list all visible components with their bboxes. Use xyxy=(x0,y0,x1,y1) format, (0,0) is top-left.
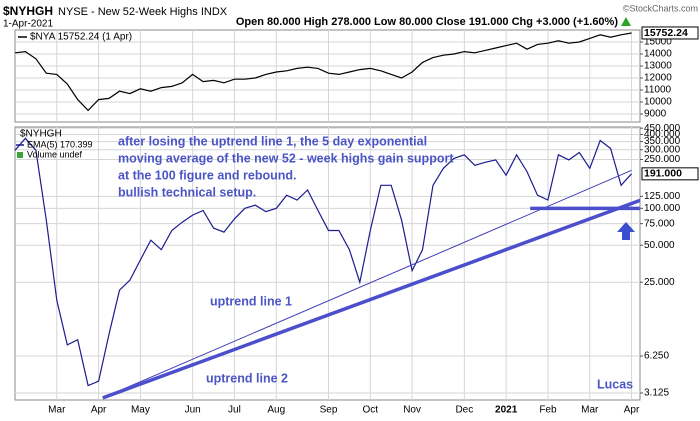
y-tick-label: 25.000 xyxy=(644,277,675,288)
y-tick-label: 100.000 xyxy=(644,203,681,214)
symbol: $NYHGH xyxy=(3,4,53,18)
up-triangle xyxy=(621,17,631,26)
y-tick-label: 13000 xyxy=(644,61,672,72)
y-tick-label: 300.000 xyxy=(644,144,681,155)
x-tick-label: Sep xyxy=(320,405,338,416)
y-tick-label: 50.000 xyxy=(644,240,675,251)
legend-label: $NYA 15752.24 (1 Apr) xyxy=(30,32,132,43)
trendline-label: uptrend line 1 xyxy=(210,294,292,308)
x-tick-label: 2021 xyxy=(495,405,518,416)
annotation: at the 100 figure and rebound. xyxy=(118,168,297,182)
y-tick-label: 350.000 xyxy=(644,136,681,147)
credit: ©StockCharts.com xyxy=(623,3,698,13)
x-tick-label: Apr xyxy=(91,405,107,416)
x-tick-label: May xyxy=(131,405,150,416)
annotation: after losing the uptrend line 1, the 5 d… xyxy=(118,134,427,148)
last-value-label: 15752.24 xyxy=(644,27,688,39)
data-line xyxy=(14,32,632,112)
trendline-label: uptrend line 2 xyxy=(206,371,288,385)
legend-label: $NYHGH xyxy=(20,129,62,140)
legend-swatch xyxy=(17,152,23,158)
y-tick-label: 15000 xyxy=(644,37,672,48)
last-value-label: 191.000 xyxy=(644,168,682,180)
legend-note: EMA(5) 170.399 xyxy=(27,139,93,149)
y-tick-label: 11000 xyxy=(644,85,672,96)
last-value-box xyxy=(641,26,699,40)
annotation: moving average of the new 52 - week high… xyxy=(118,151,454,165)
date: 1-Apr-2021 xyxy=(3,19,53,30)
x-tick-label: Apr xyxy=(624,405,640,416)
y-tick-label: 250.000 xyxy=(644,154,681,165)
x-tick-label: Feb xyxy=(539,405,557,416)
arrow xyxy=(617,222,635,240)
x-tick-label: Oct xyxy=(363,405,379,416)
x-tick-label: Aug xyxy=(267,405,285,416)
x-tick-label: Dec xyxy=(455,405,473,416)
x-tick-label: Mar xyxy=(48,405,66,416)
legend-note: Volume undef xyxy=(27,149,83,159)
quote: Open 80.000 High 278.000 Low 80.000 Clos… xyxy=(236,16,618,28)
annotation: bullish technical setup. xyxy=(118,185,256,199)
signature: Lucas xyxy=(597,377,633,391)
x-tick-label: Jul xyxy=(228,405,241,416)
data-line xyxy=(14,137,632,387)
trendline xyxy=(102,198,641,400)
description: NYSE - New 52-Week Highs INDX xyxy=(58,6,228,18)
y-tick-label: 125.000 xyxy=(644,191,681,202)
x-tick-label: Mar xyxy=(581,405,599,416)
y-tick-label: 9000 xyxy=(644,109,667,120)
y-tick-label: 14000 xyxy=(644,49,672,60)
y-tick-label: 75.000 xyxy=(644,218,675,229)
x-tick-label: Nov xyxy=(403,405,421,416)
last-value-box xyxy=(641,167,699,181)
x-tick-label: Jun xyxy=(185,405,201,416)
y-tick-label: 3.125 xyxy=(644,388,669,399)
y-tick-label: 450.000 xyxy=(644,123,681,134)
y-tick-label: 12000 xyxy=(644,73,672,84)
y-tick-label: 400.000 xyxy=(644,129,681,140)
y-tick-label: 6.250 xyxy=(644,351,669,362)
y-tick-label: 10000 xyxy=(644,97,672,108)
plot: 15752.24 $NYA 15752.24 (1 Apr) 191.000 $NYH… xyxy=(14,26,699,400)
panel xyxy=(14,126,641,401)
